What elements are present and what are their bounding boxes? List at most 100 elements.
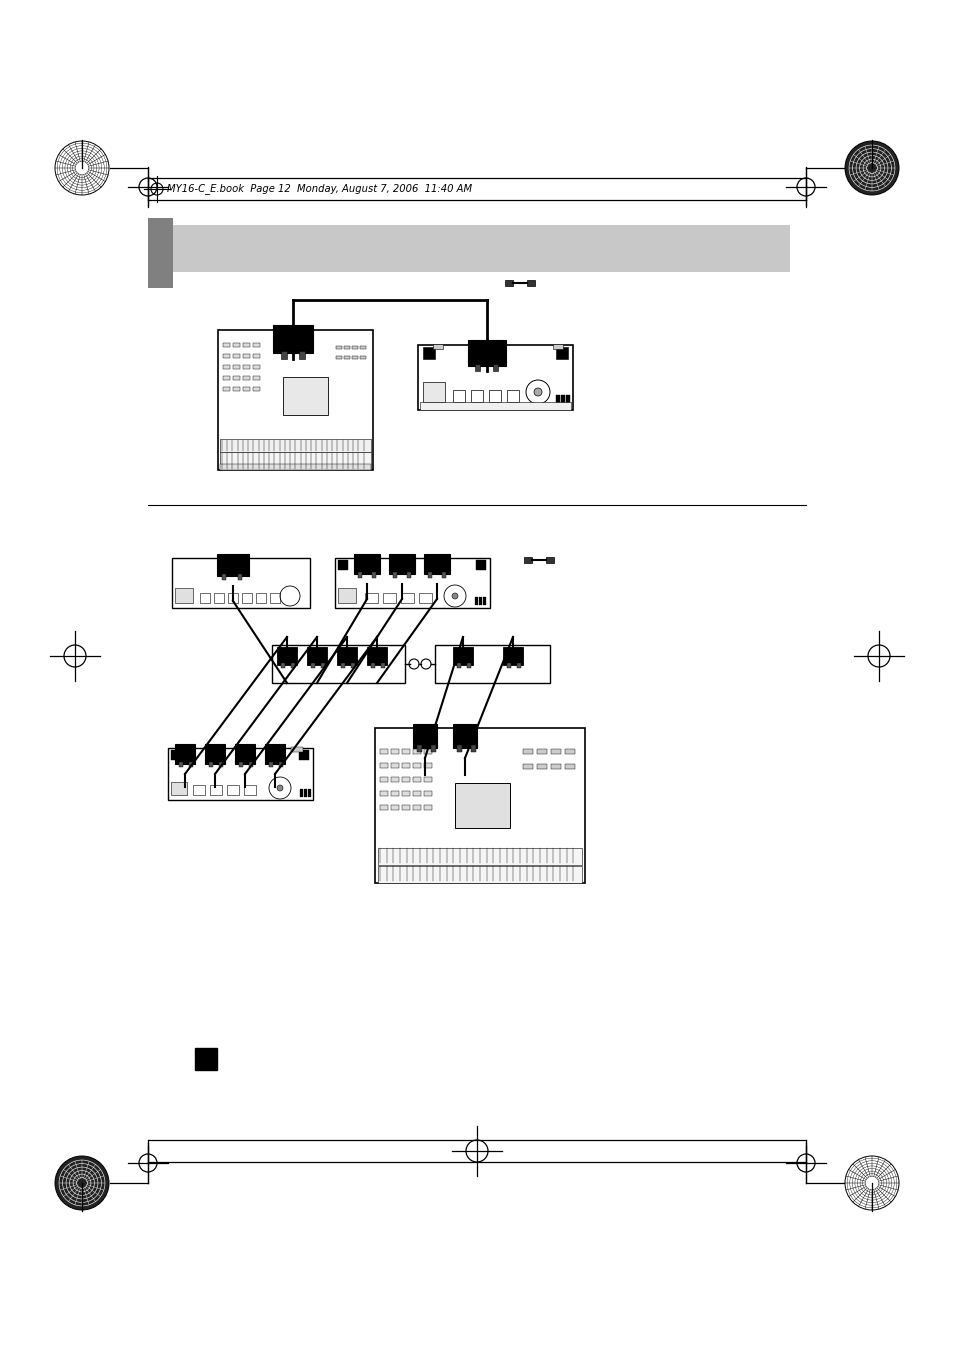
- Bar: [237, 574, 242, 580]
- Bar: [244, 785, 255, 794]
- Bar: [456, 744, 461, 753]
- Bar: [401, 748, 410, 754]
- Bar: [493, 363, 497, 372]
- Bar: [352, 346, 357, 349]
- Bar: [291, 747, 303, 753]
- Bar: [391, 763, 398, 767]
- Bar: [233, 365, 240, 369]
- Bar: [227, 785, 239, 794]
- Bar: [253, 376, 260, 380]
- Bar: [344, 357, 350, 359]
- Bar: [253, 386, 260, 390]
- Circle shape: [534, 388, 541, 396]
- Bar: [172, 226, 789, 272]
- Bar: [382, 593, 395, 603]
- Bar: [526, 280, 535, 286]
- Bar: [223, 354, 230, 358]
- Bar: [423, 777, 432, 782]
- Circle shape: [844, 141, 898, 195]
- Bar: [194, 1048, 216, 1070]
- Bar: [269, 762, 273, 767]
- Bar: [233, 386, 240, 390]
- Bar: [471, 390, 482, 403]
- Bar: [359, 346, 366, 349]
- Bar: [475, 597, 477, 605]
- Bar: [393, 571, 396, 578]
- Bar: [407, 571, 411, 578]
- Bar: [482, 597, 485, 605]
- Bar: [180, 747, 192, 753]
- Circle shape: [55, 1156, 109, 1210]
- Bar: [278, 762, 283, 767]
- Bar: [417, 345, 573, 409]
- Bar: [298, 351, 305, 359]
- Bar: [222, 574, 226, 580]
- Bar: [228, 593, 237, 603]
- Bar: [537, 765, 546, 769]
- Bar: [367, 647, 387, 665]
- Bar: [565, 394, 569, 405]
- Bar: [428, 571, 432, 578]
- Bar: [413, 748, 420, 754]
- Bar: [218, 330, 373, 470]
- Bar: [270, 593, 280, 603]
- Bar: [299, 789, 303, 797]
- Bar: [171, 782, 187, 794]
- Bar: [243, 386, 250, 390]
- Bar: [391, 777, 398, 782]
- Bar: [371, 663, 375, 667]
- Bar: [468, 340, 505, 366]
- Bar: [171, 750, 181, 761]
- Bar: [223, 343, 230, 347]
- Bar: [423, 554, 450, 574]
- Bar: [352, 357, 357, 359]
- Bar: [335, 558, 490, 608]
- Bar: [401, 763, 410, 767]
- Bar: [249, 762, 253, 767]
- Bar: [375, 728, 584, 884]
- Bar: [273, 326, 313, 353]
- Bar: [283, 377, 328, 415]
- Bar: [233, 376, 240, 380]
- Bar: [455, 784, 510, 828]
- Bar: [379, 748, 388, 754]
- Bar: [281, 351, 287, 359]
- Bar: [193, 785, 205, 794]
- Bar: [243, 343, 250, 347]
- Bar: [413, 790, 420, 796]
- Bar: [320, 663, 325, 667]
- Bar: [418, 593, 432, 603]
- Bar: [441, 571, 446, 578]
- Bar: [233, 354, 240, 358]
- Bar: [522, 748, 533, 754]
- Bar: [391, 805, 398, 811]
- Bar: [475, 363, 479, 372]
- Bar: [243, 354, 250, 358]
- Bar: [219, 762, 223, 767]
- Bar: [423, 748, 432, 754]
- Bar: [431, 744, 436, 753]
- Bar: [179, 762, 183, 767]
- Bar: [556, 347, 567, 359]
- Circle shape: [452, 593, 457, 598]
- Bar: [545, 557, 554, 563]
- Bar: [308, 789, 311, 797]
- Bar: [478, 597, 481, 605]
- Bar: [304, 789, 307, 797]
- Bar: [400, 593, 414, 603]
- Bar: [223, 386, 230, 390]
- Bar: [551, 765, 560, 769]
- Bar: [291, 663, 294, 667]
- Bar: [551, 748, 560, 754]
- Bar: [253, 354, 260, 358]
- Bar: [377, 866, 581, 884]
- Bar: [174, 588, 193, 603]
- Bar: [148, 218, 172, 288]
- Bar: [220, 463, 371, 470]
- Bar: [413, 805, 420, 811]
- Bar: [553, 345, 562, 349]
- Bar: [335, 357, 341, 359]
- Bar: [337, 561, 348, 570]
- Bar: [243, 365, 250, 369]
- Bar: [506, 663, 511, 667]
